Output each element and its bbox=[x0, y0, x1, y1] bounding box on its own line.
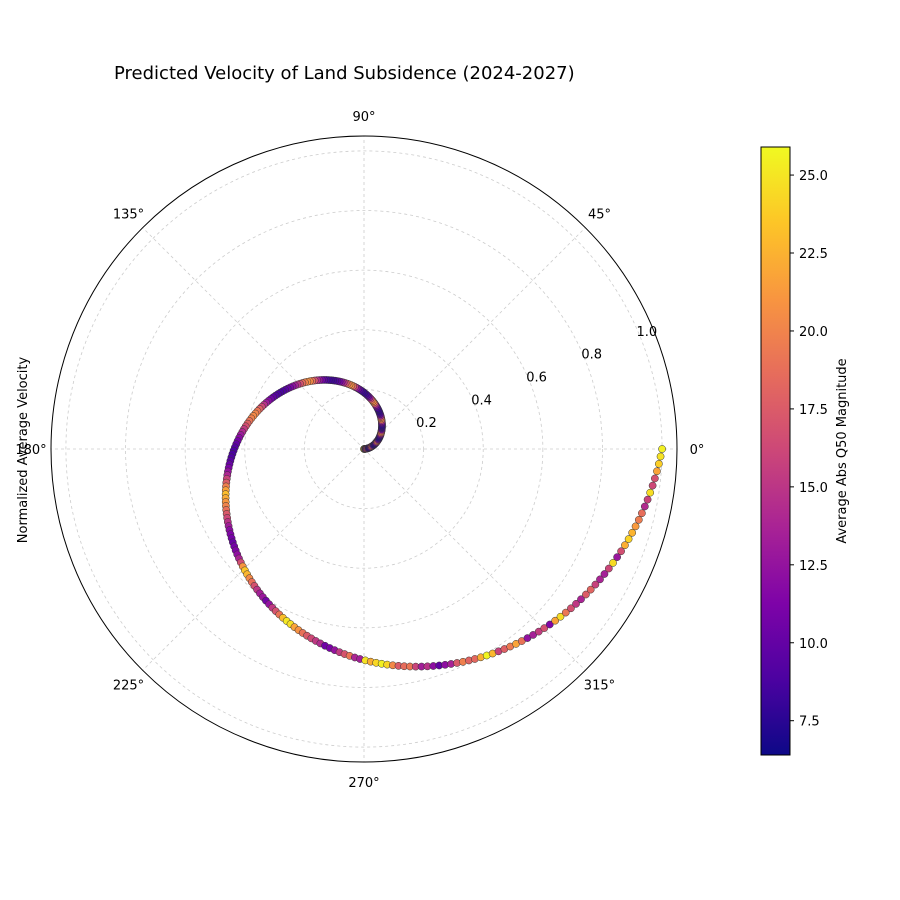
data-point bbox=[600, 570, 609, 578]
angular-gridline-7 bbox=[363, 448, 586, 671]
data-point bbox=[604, 564, 613, 573]
data-point bbox=[648, 481, 657, 490]
data-point bbox=[643, 495, 652, 504]
data-point bbox=[577, 595, 585, 604]
angle-tick-label-2: 90° bbox=[352, 110, 375, 125]
angular-gridline-3 bbox=[142, 227, 365, 450]
radial-tick-label-4: 1.0 bbox=[636, 325, 657, 340]
data-point bbox=[545, 620, 554, 629]
data-point bbox=[621, 541, 629, 550]
data-point bbox=[561, 608, 570, 617]
colorbar-tick-label-1: 10.0 bbox=[799, 637, 828, 652]
angle-tick-label-7: 315° bbox=[584, 678, 615, 693]
colorbar-gradient bbox=[760, 146, 791, 756]
data-point bbox=[640, 502, 649, 511]
colorbar-tick-label-6: 22.5 bbox=[799, 247, 828, 262]
data-point bbox=[628, 528, 637, 537]
colorbar-tick-label-0: 7.5 bbox=[799, 715, 820, 730]
radial-tick-label-0: 0.2 bbox=[416, 416, 437, 431]
data-point bbox=[656, 452, 665, 461]
tick-labels: 0° 45° 90° 135° 180° 225° 270° 315° 0.2 0.4 0.6 0.8… bbox=[15, 110, 704, 791]
data-point bbox=[613, 553, 621, 561]
polar-frame bbox=[50, 135, 678, 763]
radial-tick-label-3: 0.8 bbox=[581, 348, 602, 363]
data-point bbox=[596, 575, 604, 584]
data-point bbox=[658, 445, 666, 453]
angle-tick-label-5: 225° bbox=[113, 678, 144, 693]
data-point bbox=[556, 612, 565, 621]
data-point bbox=[540, 624, 549, 632]
angular-gridline-1 bbox=[363, 227, 586, 450]
angle-tick-label-0: 0° bbox=[690, 443, 705, 458]
data-point bbox=[634, 516, 643, 524]
data-point bbox=[591, 580, 600, 589]
angular-gridline-5 bbox=[142, 448, 365, 671]
data-point bbox=[572, 600, 580, 608]
colorbar-tick-label-4: 17.5 bbox=[799, 403, 828, 418]
radial-tick-label-2: 0.6 bbox=[526, 370, 547, 385]
data-point bbox=[617, 547, 625, 556]
data-point bbox=[624, 535, 633, 543]
scatter-points bbox=[221, 376, 666, 671]
data-point bbox=[609, 559, 617, 567]
angle-tick-label-3: 135° bbox=[113, 208, 144, 223]
data-point bbox=[582, 590, 590, 599]
angle-tick-label-1: 45° bbox=[588, 208, 611, 223]
colorbar-tick-label-3: 15.0 bbox=[799, 481, 828, 496]
angle-tick-label-4: 180° bbox=[15, 443, 46, 458]
colorbar: 7.5 10.0 12.5 15.0 17.5 20.0 22.5 25.0 Average … bbox=[760, 146, 850, 756]
polar-grid bbox=[51, 136, 677, 762]
colorbar-tick-label-5: 20.0 bbox=[799, 325, 828, 340]
radial-gridline-3 bbox=[125, 210, 603, 688]
radial-gridline-1 bbox=[244, 329, 484, 569]
data-point bbox=[651, 474, 659, 483]
data-point bbox=[586, 585, 595, 594]
data-point bbox=[653, 467, 661, 476]
data-point bbox=[534, 627, 543, 636]
data-point bbox=[529, 631, 537, 639]
colorbar-ticks: 7.5 10.0 12.5 15.0 17.5 20.0 22.5 25.0 bbox=[790, 169, 828, 730]
data-point bbox=[646, 488, 655, 497]
data-point bbox=[655, 460, 663, 468]
colorbar-tick-label-2: 12.5 bbox=[799, 559, 828, 574]
radial-tick-label-1: 0.4 bbox=[471, 393, 492, 408]
angle-tick-label-6: 270° bbox=[348, 776, 379, 791]
colorbar-label: Average Abs Q50 Magnitude bbox=[835, 358, 850, 543]
radial-gridline-2 bbox=[184, 269, 544, 629]
radial-axis-label: Normalized Average Velocity bbox=[16, 357, 31, 544]
data-point bbox=[638, 509, 646, 518]
data-point bbox=[551, 616, 560, 625]
data-point bbox=[567, 604, 575, 613]
radial-gridline-0 bbox=[303, 388, 425, 510]
chart-title: Predicted Velocity of Land Subsidence (2… bbox=[114, 63, 575, 84]
colorbar-tick-label-7: 25.0 bbox=[799, 169, 828, 184]
data-point bbox=[631, 522, 640, 531]
